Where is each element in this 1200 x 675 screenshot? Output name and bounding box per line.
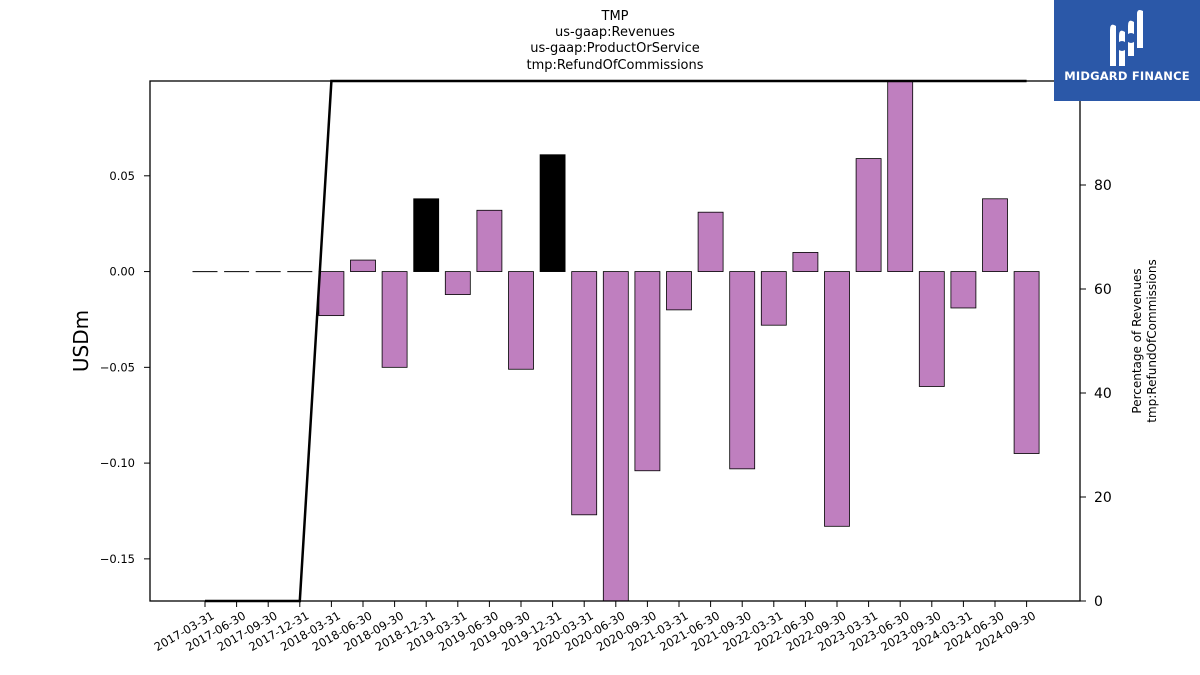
- left-y-axis: −0.15 −0.10 −0.05 0.00 0.05: [100, 169, 150, 566]
- bar: [1013, 271, 1040, 454]
- right-y-axis-label-line-2: tmp:RefundOfCommissions: [1145, 259, 1159, 422]
- bar: [539, 154, 566, 272]
- title-line-4: tmp:RefundOfCommissions: [526, 58, 703, 73]
- bar: [729, 271, 756, 470]
- bar: [918, 271, 945, 387]
- right-y-tick-label: 60: [1094, 282, 1112, 298]
- bar: [887, 80, 914, 272]
- plot-frame: [149, 80, 1081, 602]
- y-tick-label: 0.05: [109, 169, 135, 183]
- bar: [318, 271, 345, 317]
- bar: [792, 252, 819, 272]
- bar-series: [318, 80, 1040, 602]
- bar: [824, 271, 850, 527]
- bar: [982, 198, 1008, 272]
- bar: [413, 198, 440, 272]
- midgard-finance-logo: MIDGARD FINANCE: [1054, 0, 1200, 101]
- right-y-tick-label: 40: [1094, 386, 1112, 402]
- bar: [666, 271, 692, 311]
- y-tick-label: −0.05: [100, 360, 135, 374]
- bar: [697, 211, 724, 272]
- bar: [855, 158, 882, 272]
- bar: [350, 259, 376, 272]
- y-tick-label: −0.10: [100, 456, 135, 470]
- bar: [950, 271, 977, 309]
- bar: [476, 209, 503, 272]
- title-line-3: us-gaap:ProductOrService: [530, 41, 700, 56]
- logo-mark-icon: [1110, 10, 1143, 67]
- bar: [760, 271, 787, 326]
- bar: [602, 271, 629, 602]
- chart-title: TMP us-gaap:Revenues us-gaap:ProductOrSe…: [526, 9, 703, 73]
- bar: [381, 271, 408, 368]
- y-axis-label: USDm: [69, 310, 93, 372]
- title-line-2: us-gaap:Revenues: [555, 25, 675, 40]
- right-y-tick-label: 0: [1094, 594, 1103, 610]
- right-y-tick-label: 80: [1094, 178, 1112, 194]
- bar: [508, 271, 534, 370]
- bar: [571, 271, 598, 516]
- y-tick-label: −0.15: [100, 552, 135, 566]
- right-y-tick-label: 20: [1094, 490, 1112, 506]
- x-axis: 2017-03-312017-06-302017-09-302017-12-31…: [152, 601, 1038, 654]
- y-tick-label: 0.00: [109, 265, 135, 279]
- logo-text: MIDGARD FINANCE: [1064, 69, 1190, 83]
- right-y-axis-label-line-1: Percentage of Revenues: [1130, 268, 1144, 413]
- right-y-axis: 020406080100: [1080, 74, 1121, 610]
- bar: [444, 271, 471, 295]
- bar: [634, 271, 661, 472]
- title-line-1: TMP: [601, 9, 629, 24]
